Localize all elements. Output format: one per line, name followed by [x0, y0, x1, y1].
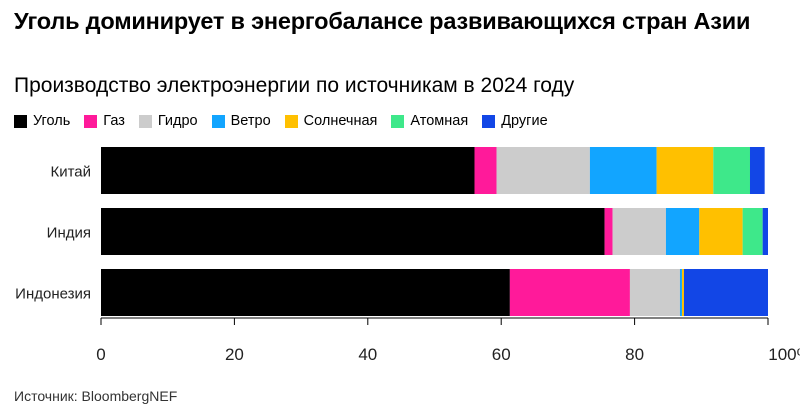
- bar-segment: [474, 147, 497, 194]
- bar-segment: [683, 269, 768, 316]
- legend-swatch: [391, 114, 405, 128]
- source-note: Источник: BloombergNEF: [14, 388, 178, 404]
- x-tick-label: 40: [358, 345, 377, 364]
- legend-label: Другие: [501, 113, 548, 129]
- bar-segment: [604, 208, 613, 255]
- chart-title: Уголь доминирует в энергобалансе развива…: [14, 8, 751, 34]
- chart-legend: Уголь Газ Гидро Ветро Солнечная Атомная Другие: [14, 112, 548, 130]
- x-tick-label: 0: [96, 345, 105, 364]
- legend-item: Газ: [84, 113, 125, 129]
- legend-item: Солнечная: [284, 113, 378, 129]
- legend-label: Уголь: [33, 113, 71, 129]
- legend-item: Другие: [482, 113, 548, 129]
- x-tick-label: 60: [492, 345, 511, 364]
- x-tick-label: 20: [225, 345, 244, 364]
- x-tick-label: 100%: [768, 345, 800, 364]
- bar-segment: [101, 147, 475, 194]
- bar-segment: [612, 208, 666, 255]
- legend-swatch: [14, 114, 27, 128]
- bar-segment: [749, 147, 765, 194]
- bar-segment: [681, 269, 684, 316]
- bar-segment: [496, 147, 590, 194]
- legend-swatch: [84, 114, 98, 128]
- bar-segment: [656, 147, 714, 194]
- legend-label: Ветро: [230, 113, 271, 129]
- legend-label: Атомная: [410, 113, 469, 129]
- bar-segment: [713, 147, 750, 194]
- bar-segment: [101, 269, 510, 316]
- bar-segment: [101, 208, 605, 255]
- category-label: Индонезия: [15, 286, 91, 303]
- bar-segment: [762, 208, 768, 255]
- stacked-bar-chart: Китай Индия Индонезия 0 20 40 60 80 100%: [15, 147, 800, 364]
- bar-segment: [629, 269, 680, 316]
- legend-label: Солнечная: [303, 113, 378, 129]
- x-tick-label: 80: [625, 345, 644, 364]
- bar-segment: [679, 269, 682, 316]
- legend-item: Уголь: [14, 113, 70, 129]
- legend-swatch: [138, 114, 152, 128]
- legend-item: Атомная: [391, 113, 468, 129]
- legend-item: Ветро: [211, 113, 271, 129]
- legend-label: Газ: [103, 113, 125, 129]
- category-label: Китай: [50, 164, 91, 181]
- legend-item: Гидро: [138, 113, 198, 129]
- chart-subtitle: Производство электроэнергии по источника…: [14, 74, 575, 97]
- bar-segment: [589, 147, 657, 194]
- legend-label: Гидро: [157, 113, 198, 129]
- bar-segment: [665, 208, 700, 255]
- legend-swatch: [482, 114, 496, 128]
- bar-segment: [509, 269, 630, 316]
- legend-swatch: [284, 114, 298, 128]
- bar-segment: [699, 208, 743, 255]
- legend-swatch: [211, 114, 225, 128]
- bar-segment: [742, 208, 763, 255]
- category-label: Индия: [47, 225, 91, 242]
